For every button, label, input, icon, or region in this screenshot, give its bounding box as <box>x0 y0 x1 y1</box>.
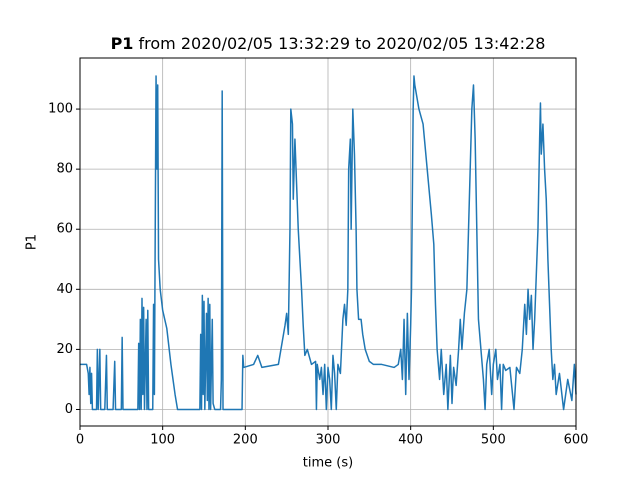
grid <box>79 58 577 426</box>
x-tick-label: 400 <box>398 433 423 448</box>
x-tick-label: 600 <box>564 433 589 448</box>
x-tick-label: 100 <box>150 433 175 448</box>
x-tick-label: 300 <box>316 433 341 448</box>
y-tick-label: 20 <box>56 342 73 357</box>
data-line <box>80 75 577 411</box>
y-tick-label: 80 <box>56 162 73 177</box>
y-tick-label: 60 <box>56 222 73 237</box>
title-text: from 2020/02/05 13:32:29 to 2020/02/05 1… <box>139 34 546 53</box>
title-name: P1 <box>111 34 134 53</box>
x-tick-label: 200 <box>233 433 258 448</box>
ticks: 0 100 200 300 400 500 600 0 20 40 60 80 100 <box>48 102 588 448</box>
x-tick-label: 0 <box>76 433 84 448</box>
x-axis-label: time (s) <box>303 456 353 471</box>
y-tick-label: 0 <box>65 402 73 417</box>
chart-title: P1 from 2020/02/05 13:32:29 to 2020/02/0… <box>111 34 546 53</box>
y-tick-label: 40 <box>56 282 73 297</box>
x-tick-label: 500 <box>481 433 506 448</box>
y-axis-label: P1 <box>25 234 40 250</box>
y-tick-label: 100 <box>48 102 73 117</box>
plot <box>80 75 577 411</box>
